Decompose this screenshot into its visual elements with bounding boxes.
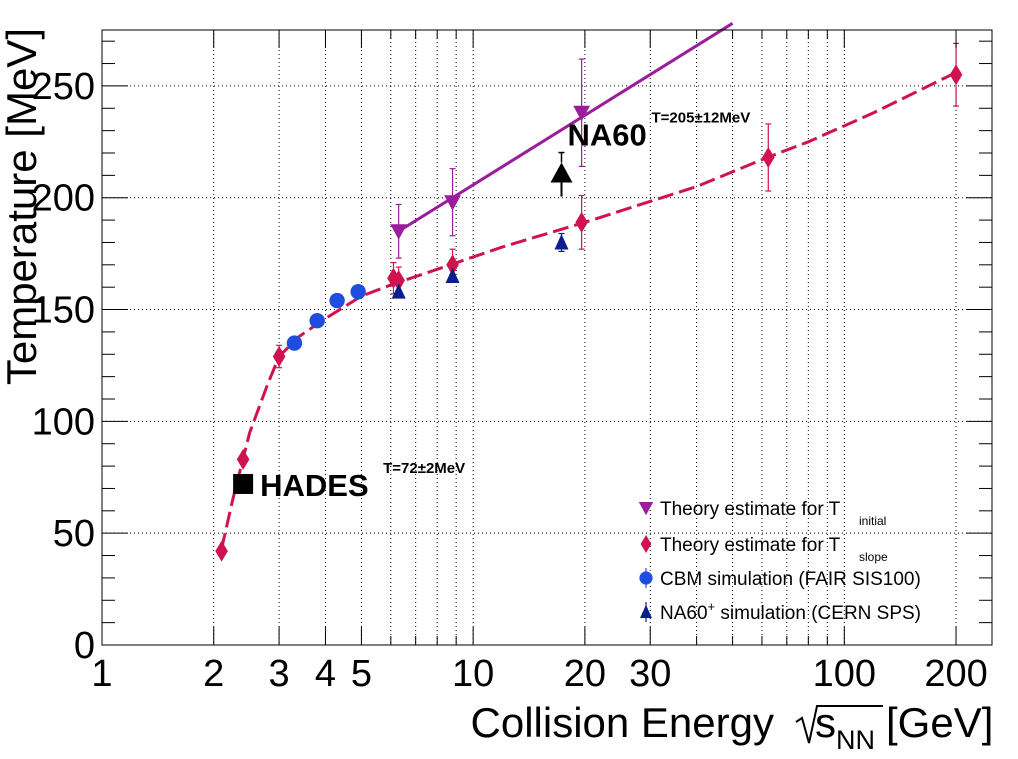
cbm-data-point xyxy=(329,292,345,309)
legend-label-rest: simulation (CERN SPS) xyxy=(715,603,921,624)
cbm-data-point xyxy=(350,283,366,300)
tick-layer: 1 2 3 4 5 10 20 30 100 200 0 50 100 150 200 250 xyxy=(32,30,992,695)
legend-marker xyxy=(640,604,652,618)
hades-marker xyxy=(233,473,254,494)
legend-label: Theory estimate for T xyxy=(660,535,841,556)
na60-arrow-head xyxy=(550,162,573,183)
slope-data-point xyxy=(236,448,250,470)
slope-data-point xyxy=(575,211,588,233)
legend-label: CBM simulation (FAIR SIS100) xyxy=(660,569,921,590)
legend-label: Theory estimate for T xyxy=(660,499,841,520)
x-tick-label: 200 xyxy=(924,653,987,695)
y-tick-label: 0 xyxy=(74,625,95,667)
cbm-data-point xyxy=(286,335,303,351)
slope-data-point xyxy=(215,540,228,562)
na60-data-point xyxy=(391,283,406,299)
x-tick-label: 2 xyxy=(203,653,224,695)
x-axis-title-sub: NN xyxy=(836,725,875,755)
x-tick-label: 10 xyxy=(452,653,494,695)
x-axis-title-sqrt: s xyxy=(815,699,836,746)
x-axis-title-unit: [GeV] xyxy=(886,699,993,746)
legend-marker xyxy=(639,571,653,585)
y-tick-label: 150 xyxy=(32,290,95,332)
slope-data-point xyxy=(949,64,963,86)
x-tick-label: 3 xyxy=(269,653,290,695)
na60-data-point xyxy=(445,267,460,283)
cbm-data-point xyxy=(309,313,325,329)
slope-temperature-fit-line xyxy=(220,71,957,550)
hades-label: HADES xyxy=(260,468,369,503)
slope-data-point xyxy=(392,269,405,291)
slope-data-point xyxy=(272,346,286,368)
x-axis-title-text: Collision Energy xyxy=(471,699,774,746)
x-tick-label: 5 xyxy=(351,653,372,695)
slope-data-point xyxy=(446,254,459,276)
legend-label-sub: initial xyxy=(859,514,886,528)
hades-superscript: T=72±2MeV xyxy=(383,460,465,477)
na60-data-point xyxy=(554,234,569,250)
annotation-layer: HADES T=72±2MeV NA60 T=205±12MeV xyxy=(233,110,750,503)
initial-data-point xyxy=(444,195,461,211)
legend-layer: Theory estimate for T initial Theory estim… xyxy=(638,499,921,624)
y-tick-label: 50 xyxy=(53,513,95,555)
x-tick-label: 4 xyxy=(315,653,336,695)
slope-data-point xyxy=(761,146,775,168)
slope-data-point xyxy=(387,267,400,289)
na60-superscript: T=205±12MeV xyxy=(652,110,751,127)
grid-layer xyxy=(101,30,992,646)
x-tick-label: 1 xyxy=(91,653,112,695)
y-axis-title: Temperature [MeV] xyxy=(0,28,45,385)
x-tick-label: 20 xyxy=(564,653,606,695)
initial-data-point xyxy=(390,224,408,240)
x-tick-label: 100 xyxy=(813,653,876,695)
sqrt-sign xyxy=(795,705,883,744)
initial-data-point xyxy=(573,105,591,122)
legend-label-sub: slope xyxy=(859,550,888,564)
legend-label-sup: + xyxy=(708,599,716,614)
legend-marker xyxy=(640,535,652,553)
marker-layer xyxy=(215,42,963,562)
plot-frame xyxy=(101,29,993,646)
x-tick-label: 30 xyxy=(629,653,671,695)
y-tick-label: 250 xyxy=(32,66,95,108)
x-axis-title: Collision Energy s NN [GeV] xyxy=(471,699,994,755)
legend-label: NA60+ simulation (CERN SPS) xyxy=(660,599,921,624)
y-tick-label: 100 xyxy=(32,401,95,443)
na60-label: NA60 xyxy=(568,118,647,153)
legend-marker xyxy=(638,502,654,516)
y-tick-label: 200 xyxy=(32,178,95,220)
